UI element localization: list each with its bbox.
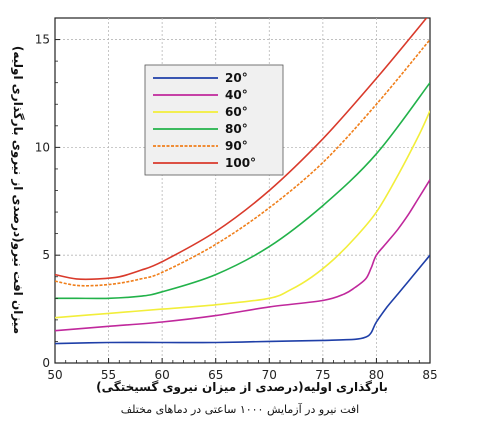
x-tick-label: 85 bbox=[422, 368, 437, 382]
y-axis-title: میزان افت نیرو(درصدی از نیروی بارگذاری ا… bbox=[10, 46, 25, 334]
legend-label: 60° bbox=[225, 105, 248, 119]
axis-ticks: 50 55 60 65 70 75 80 85 0 5 10 15 bbox=[35, 17, 438, 382]
legend-label: 80° bbox=[225, 122, 248, 136]
x-tick-label: 60 bbox=[155, 368, 170, 382]
y-tick-label: 10 bbox=[35, 140, 50, 154]
y-tick-label: 0 bbox=[42, 356, 50, 370]
x-tick-label: 80 bbox=[369, 368, 384, 382]
x-tick-label: 70 bbox=[262, 368, 277, 382]
x-tick-label: 75 bbox=[315, 368, 330, 382]
x-tick-label: 65 bbox=[208, 368, 223, 382]
series-line bbox=[55, 82, 430, 300]
series-line bbox=[55, 39, 430, 287]
series-line bbox=[55, 110, 430, 319]
legend-label: 20° bbox=[225, 71, 248, 85]
x-tick-label: 50 bbox=[47, 368, 62, 382]
y-tick-label: 5 bbox=[42, 248, 50, 262]
legend-label: 40° bbox=[225, 88, 248, 102]
legend-box bbox=[144, 64, 284, 176]
chart-caption: افت نیرو در آزمایش ۱۰۰۰ ساعتی در دماهای … bbox=[121, 402, 359, 416]
x-axis-title: بارگذاری اولیه(درصدی از میزان نیروی گسیخ… bbox=[96, 380, 388, 395]
legend-label: 100° bbox=[225, 156, 256, 170]
x-tick-label: 55 bbox=[101, 368, 116, 382]
series-line bbox=[55, 18, 428, 281]
legend-label: 90° bbox=[225, 139, 248, 153]
legend: 20° 40° 60° 80° 90° 100° bbox=[144, 64, 284, 176]
y-tick-label: 15 bbox=[35, 33, 50, 47]
series-lines bbox=[55, 18, 430, 345]
series-line bbox=[55, 179, 430, 332]
series-line bbox=[55, 254, 430, 345]
